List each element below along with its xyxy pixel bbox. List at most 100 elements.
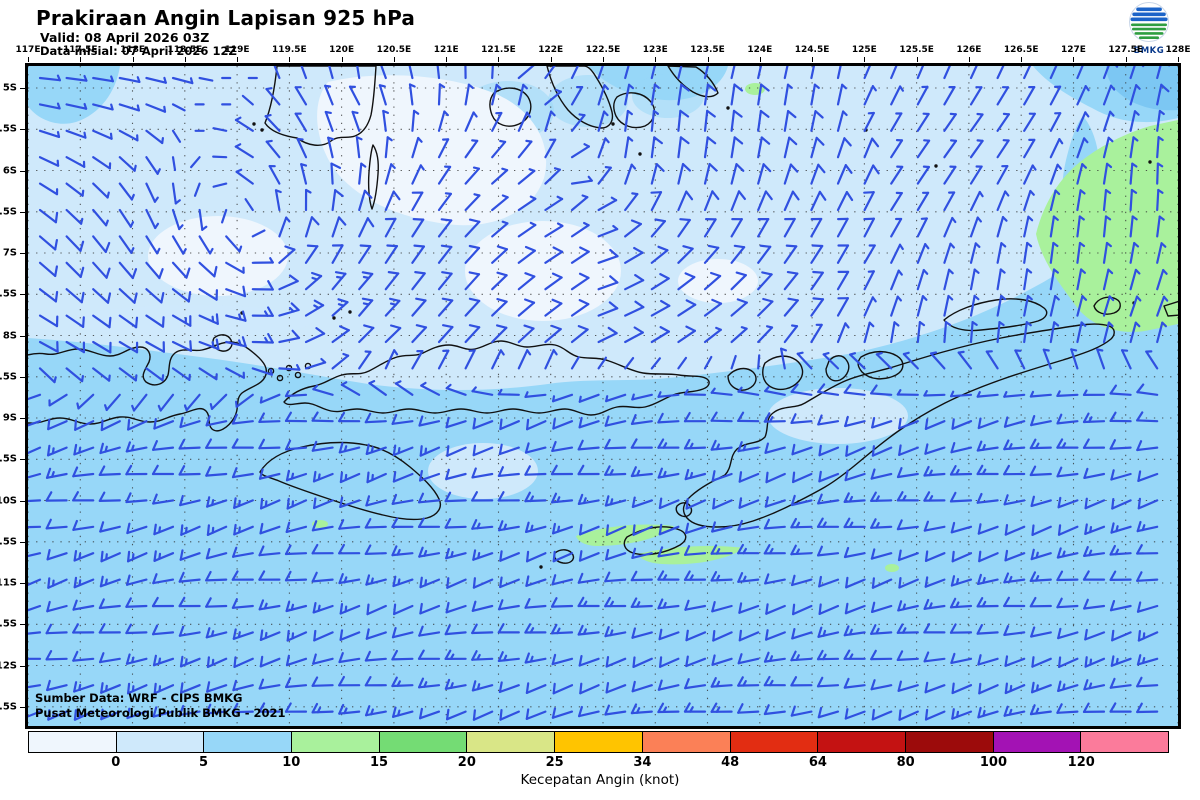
lat-tick-mark [20,211,25,213]
lon-tick-label: 122E [538,45,564,55]
lat-tick-mark [20,583,25,584]
lon-tick-label: 123E [642,45,668,55]
lat-tick-mark [20,294,25,296]
lon-tick-mark [1178,57,1179,62]
publisher-credit: Pusat Meteorologi Publik BMKG - 2021 [35,706,286,720]
lat-tick-label: 10.5S [0,536,17,548]
lon-tick-mark [80,57,82,62]
lat-tick-mark [20,129,25,131]
lon-tick-label: 117.5E [62,45,98,55]
lat-tick-label: 9S [2,412,17,424]
lon-tick-mark [184,57,186,62]
page-title: Prakiraan Angin Lapisan 925 hPa [36,6,416,30]
lat-tick-mark [20,706,25,708]
lon-tick-label: 123.5E [690,45,725,55]
latitude-axis: 5S 5.5S 6S 6.5S 7S 7.5S 8S 8.5S 9S 9.5S 10S 10.5S 11… [0,63,25,728]
lat-tick-mark [20,170,25,172]
lat-tick-mark [20,500,25,502]
map-credits: Sumber Data: WRF - CIPS BMKG Pusat Meteo… [35,691,285,721]
legend-boundary-labels: 0 5 10 15 20 25 34 48 64 80 100 120 [0,755,1200,771]
lon-tick-label: 126.5E [1003,45,1039,55]
legend-color-cell [466,731,556,753]
lat-tick-label: 6.5S [0,206,17,218]
legend-caption: Kecepatan Angin (knot) [520,772,680,788]
lon-tick-mark [864,57,866,62]
lon-tick-mark [916,57,918,62]
lat-tick-label: 10S [0,495,17,506]
legend-boundary-label: 64 [808,755,827,770]
init-datetime: Data inisial: 07 April 2026 12Z [40,44,237,58]
lon-tick-mark [498,57,500,62]
lon-tick-label: 120E [329,45,355,55]
legend-color-cell [115,731,205,753]
legend-boundary-label: 10 [282,755,301,770]
lat-tick-label: 12.5S [0,701,17,713]
lat-tick-mark [20,418,25,419]
data-source-credit: Sumber Data: WRF - CIPS BMKG [35,691,243,705]
lon-tick-mark [28,57,29,62]
legend-color-cell [28,731,117,753]
legend-color-cell [992,731,1082,753]
lon-tick-label: 121.5E [481,45,516,55]
lon-tick-label: 124E [747,45,773,55]
valid-datetime: Valid: 08 April 2026 03Z [40,30,210,45]
lat-tick-label: 8.5S [0,371,17,383]
legend-boundary-label: 120 [1067,755,1095,770]
lat-tick-label: 5S [2,82,17,94]
lon-tick-label: 119E [224,45,250,55]
legend-color-cell [203,731,293,753]
lon-tick-label: 125E [851,45,877,55]
legend-color-cell [291,731,380,753]
lat-tick-label: 8S [2,330,17,341]
lon-tick-label: 119.5E [272,45,307,55]
lon-tick-mark [603,57,604,62]
lat-tick-mark [20,335,25,337]
lat-tick-mark [20,459,25,461]
lon-tick-mark [812,57,814,62]
legend-boundary-label: 100 [979,755,1008,770]
legend-color-cell [904,731,994,753]
lon-tick-mark [550,57,552,62]
lat-tick-label: 11S [0,577,17,589]
lon-tick-mark [446,57,448,62]
bmkg-logo-label: BMKG [1133,46,1165,56]
lon-tick-label: 124.5E [794,45,830,55]
lon-tick-label: 125.5E [899,45,934,55]
lat-tick-mark [20,541,25,543]
lat-tick-label: 6S [2,165,17,176]
longitude-axis: 117E 117.5E 118E 118.5E 119E 119.5E 120E 120.5E… [0,44,1200,63]
lon-tick-mark [132,57,134,62]
lon-tick-label: 121E [433,45,459,55]
map-canvas[interactable]: Sumber Data: WRF - CIPS BMKG Pusat Meteo… [25,63,1181,729]
legend-boundary-label: 48 [721,755,740,770]
lon-tick-label: 127.5E [1108,45,1144,55]
legend-boundary-label: 20 [457,755,476,770]
legend-color-cell [729,731,819,753]
lon-tick-mark [655,57,657,62]
lat-tick-label: 5.5S [0,123,17,135]
legend-color-cell [641,731,731,753]
lat-tick-label: 11.5S [0,618,17,630]
lon-tick-mark [237,57,239,62]
lat-tick-mark [20,624,25,626]
legend-boundary-label: 0 [111,755,121,770]
lon-tick-mark [289,57,291,62]
legend-colorbar [28,731,1169,753]
bmkg-logo: BMKG [1126,2,1172,56]
bmkg-logo-icon [1129,2,1169,42]
lon-tick-label: 127E [1060,45,1086,55]
lon-tick-mark [968,57,970,62]
lon-tick-mark [393,57,395,62]
lat-tick-label: 9.5S [0,453,17,465]
legend-boundary-label: 25 [545,755,564,770]
lon-tick-label: 128E [1165,45,1191,55]
lon-tick-label: 118.5E [167,45,203,55]
lon-tick-mark [341,57,343,62]
legend-color-cell [378,731,468,753]
lat-tick-label: 7S [2,247,17,259]
legend-boundary-label: 80 [896,755,915,770]
lat-tick-label: 7.5S [0,288,17,300]
lon-tick-label: 117E [15,45,41,55]
lon-tick-label: 126E [956,45,982,55]
